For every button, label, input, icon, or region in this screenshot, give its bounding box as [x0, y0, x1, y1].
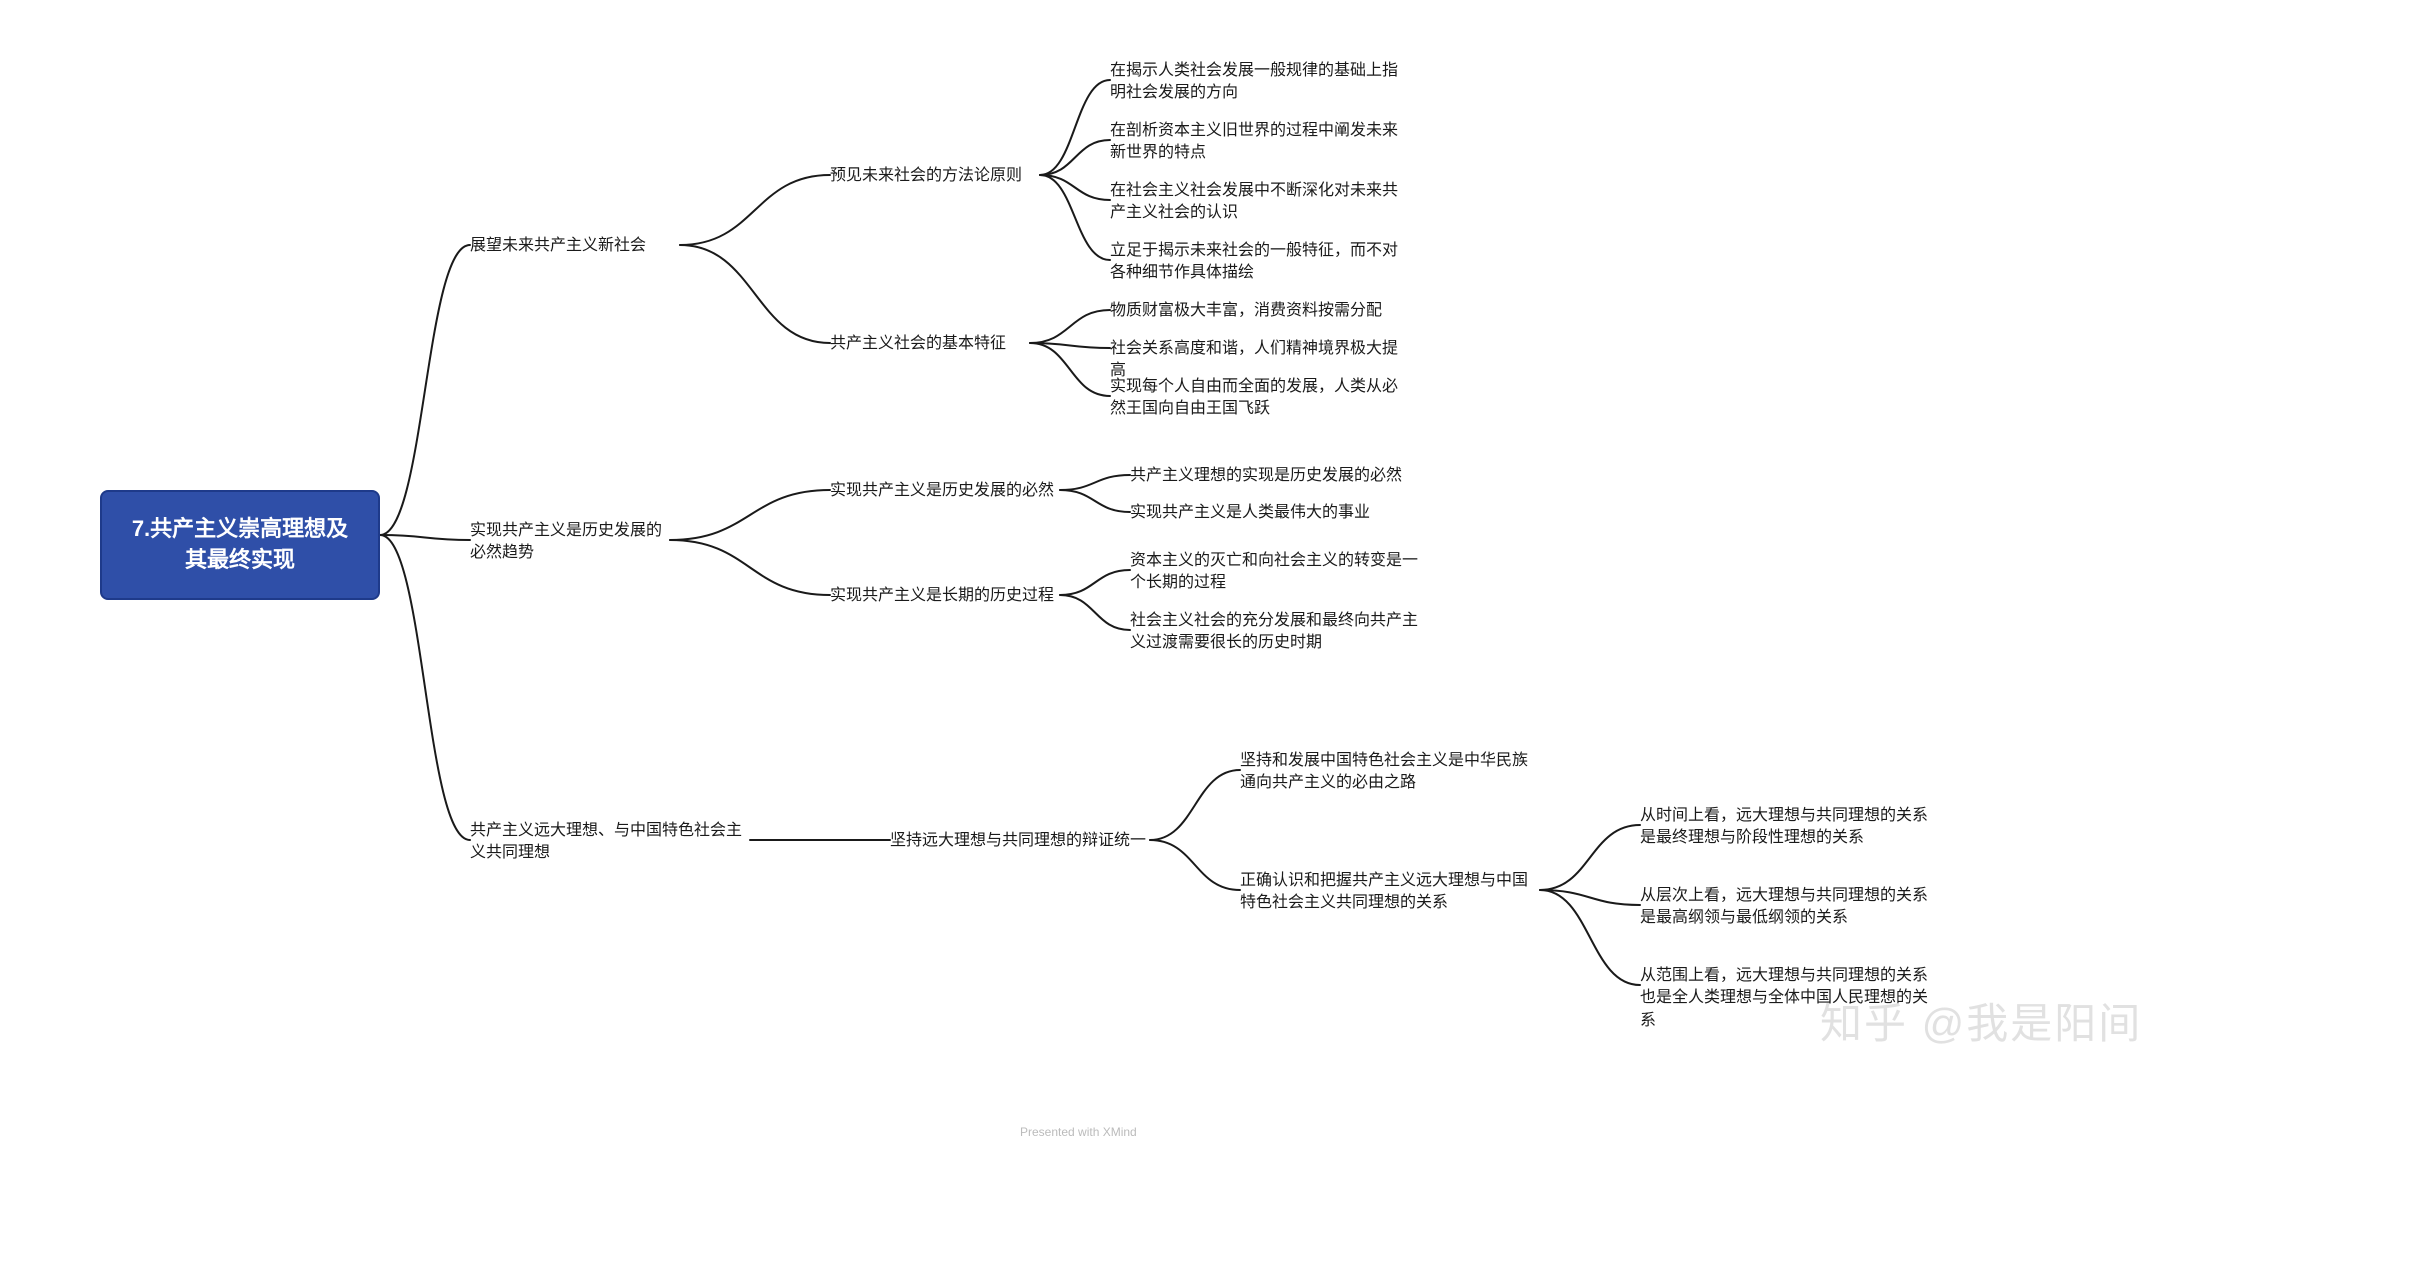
edge-r-c [380, 535, 470, 840]
node-b12[interactable]: 实现共产主义是人类最伟大的事业 [1130, 502, 1410, 524]
node-c[interactable]: 共产主义远大理想、与中国特色社会主义共同理想 [470, 820, 750, 865]
edge-b2-b21 [1060, 570, 1130, 595]
node-a12[interactable]: 在剖析资本主义旧世界的过程中阐发未来新世界的特点 [1110, 120, 1400, 165]
edge-a1-a14 [1040, 175, 1110, 260]
edge-b-b1 [670, 490, 830, 540]
edge-b1-b11 [1060, 475, 1130, 490]
edge-c12-c122 [1540, 890, 1640, 905]
edge-c1-c12 [1150, 840, 1240, 890]
node-c1[interactable]: 坚持远大理想与共同理想的辩证统一 [890, 830, 1150, 852]
watermark: 知乎 @我是阳间 [1820, 990, 2142, 1051]
node-b[interactable]: 实现共产主义是历史发展的必然趋势 [470, 520, 670, 565]
node-a2[interactable]: 共产主义社会的基本特征 [830, 333, 1030, 355]
node-a11[interactable]: 在揭示人类社会发展一般规律的基础上指明社会发展的方向 [1110, 60, 1400, 105]
node-c121[interactable]: 从时间上看，远大理想与共同理想的关系是最终理想与阶段性理想的关系 [1640, 805, 1930, 850]
node-b1[interactable]: 实现共产主义是历史发展的必然 [830, 480, 1060, 502]
edge-a1-a11 [1040, 80, 1110, 175]
node-a1[interactable]: 预见未来社会的方法论原则 [830, 165, 1040, 187]
edge-b2-b22 [1060, 595, 1130, 630]
edge-a1-a12 [1040, 140, 1110, 175]
edge-r-a [380, 245, 470, 535]
edge-a1-a13 [1040, 175, 1110, 200]
node-c12[interactable]: 正确认识和把握共产主义远大理想与中国特色社会主义共同理想的关系 [1240, 870, 1530, 915]
node-c11[interactable]: 坚持和发展中国特色社会主义是中华民族通向共产主义的必由之路 [1240, 750, 1530, 795]
edge-a-a2 [680, 245, 830, 343]
footer-credit: Presented with XMind [1020, 1125, 1137, 1139]
node-a14[interactable]: 立足于揭示未来社会的一般特征，而不对各种细节作具体描绘 [1110, 240, 1400, 285]
node-b11[interactable]: 共产主义理想的实现是历史发展的必然 [1130, 465, 1410, 487]
edge-r-b [380, 535, 470, 540]
edge-c12-c123 [1540, 890, 1640, 985]
node-a23[interactable]: 实现每个人自由而全面的发展，人类从必然王国向自由王国飞跃 [1110, 376, 1400, 421]
node-b21[interactable]: 资本主义的灭亡和向社会主义的转变是一个长期的过程 [1130, 550, 1420, 595]
node-a13[interactable]: 在社会主义社会发展中不断深化对未来共产主义社会的认识 [1110, 180, 1400, 225]
edge-b1-b12 [1060, 490, 1130, 512]
edge-a2-a23 [1030, 343, 1110, 396]
edge-c12-c121 [1540, 825, 1640, 890]
edge-a2-a22 [1030, 343, 1110, 348]
node-b2[interactable]: 实现共产主义是长期的历史过程 [830, 585, 1060, 607]
edge-a2-a21 [1030, 310, 1110, 343]
edge-a-a1 [680, 175, 830, 245]
node-a[interactable]: 展望未来共产主义新社会 [470, 235, 680, 257]
node-b22[interactable]: 社会主义社会的充分发展和最终向共产主义过渡需要很长的历史时期 [1130, 610, 1420, 655]
root-node[interactable]: 7.共产主义崇高理想及其最终实现 [100, 490, 380, 600]
edge-c1-c11 [1150, 770, 1240, 840]
edge-b-b2 [670, 540, 830, 595]
node-c122[interactable]: 从层次上看，远大理想与共同理想的关系是最高纲领与最低纲领的关系 [1640, 885, 1930, 930]
node-a21[interactable]: 物质财富极大丰富，消费资料按需分配 [1110, 300, 1400, 322]
mindmap-canvas: 7.共产主义崇高理想及其最终实现 展望未来共产主义新社会实现共产主义是历史发展的… [40, 30, 2390, 1250]
